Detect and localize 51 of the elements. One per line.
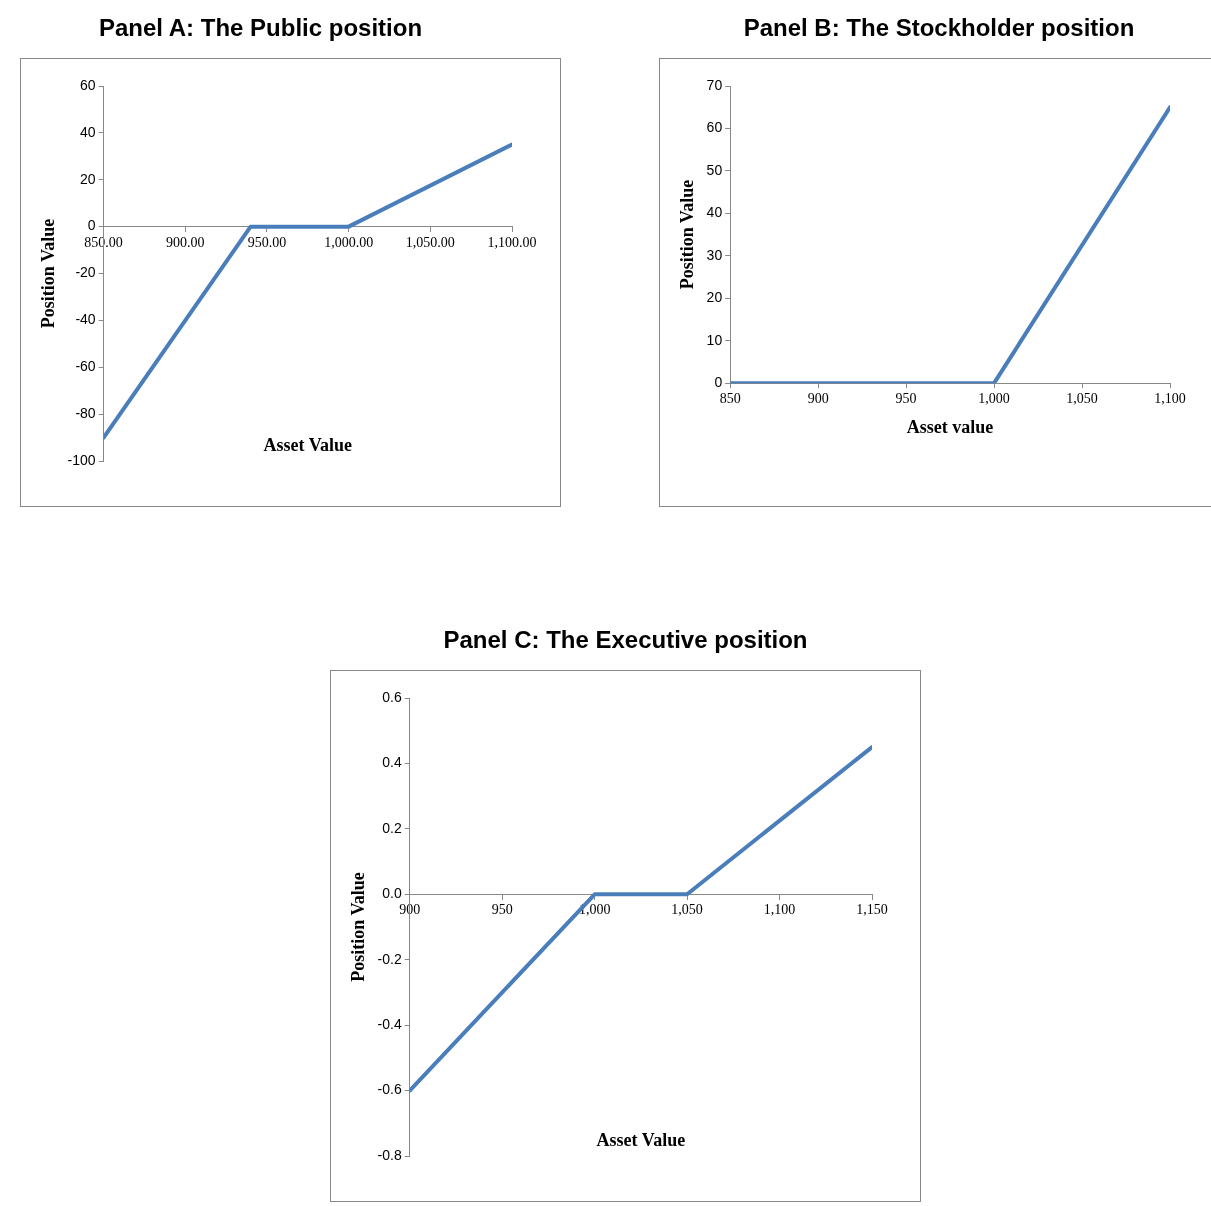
y-tick-label: 0: [87, 217, 96, 234]
y-tick-label: 60: [80, 76, 96, 93]
x-tick-label: 1,000: [978, 391, 1010, 407]
x-tick-label: 900.00: [166, 234, 205, 250]
x-axis-title: Asset Value: [263, 434, 353, 455]
y-tick-label: 70: [706, 76, 723, 93]
x-tick-label: 1,050: [1066, 391, 1098, 407]
y-tick-label: 0.2: [382, 819, 402, 836]
y-tick-label: 50: [706, 161, 723, 178]
y-tick-label: -0.6: [377, 1081, 402, 1098]
x-tick-label: 1,000.00: [324, 234, 374, 250]
y-tick-label: 10: [706, 331, 723, 348]
x-tick-label: 1,100: [763, 902, 796, 918]
x-tick-label: 950: [895, 391, 917, 407]
y-tick-label: -60: [75, 358, 96, 375]
y-tick-label: -0.4: [377, 1016, 402, 1032]
y-tick-label: 20: [706, 289, 723, 306]
x-axis-title: Asset value: [906, 416, 994, 437]
x-tick-label: 950: [491, 902, 513, 918]
x-tick-label: 1,050.00: [405, 234, 455, 250]
x-tick-label: 900: [807, 391, 829, 407]
chart-title: Panel A: The Public position: [97, 13, 424, 43]
x-tick-label: 950.00: [247, 234, 287, 250]
y-tick-label: 0.6: [382, 688, 402, 705]
y-tick-label: 40: [80, 123, 96, 140]
y-tick-label: 60: [706, 119, 723, 136]
y-tick-label: 0.0: [382, 885, 402, 902]
chart-title: Panel B: The Stockholder position: [742, 13, 1136, 43]
y-tick-label: 20: [80, 170, 96, 187]
y-tick-label: -0.8: [377, 1146, 402, 1163]
y-tick-label: 40: [706, 204, 723, 221]
x-tick-label: 850: [719, 391, 741, 407]
x-tick-label: 1,150: [856, 902, 888, 918]
y-tick-label: -100: [67, 451, 96, 468]
x-tick-label: 1,100: [1154, 391, 1186, 407]
y-tick-label: 30: [706, 246, 723, 263]
x-tick-label: 1,100.00: [487, 234, 537, 250]
x-tick-label: 900: [399, 902, 421, 918]
x-tick-label: 1,050: [671, 902, 703, 918]
y-axis-title: Position Value: [38, 218, 59, 329]
y-tick-label: 0.4: [382, 754, 402, 771]
y-tick-label: -80: [75, 404, 96, 421]
x-tick-label: 1,000: [578, 902, 611, 918]
y-axis-title: Position Value: [677, 179, 698, 290]
y-tick-label: 0: [714, 374, 723, 391]
chart-title: Panel C: The Executive position: [442, 625, 809, 655]
x-axis-title: Asset Value: [596, 1129, 686, 1150]
y-tick-label: -40: [75, 311, 96, 328]
y-axis-title: Position Value: [348, 872, 369, 982]
y-tick-label: -20: [75, 264, 96, 281]
y-tick-label: -0.2: [377, 950, 402, 967]
